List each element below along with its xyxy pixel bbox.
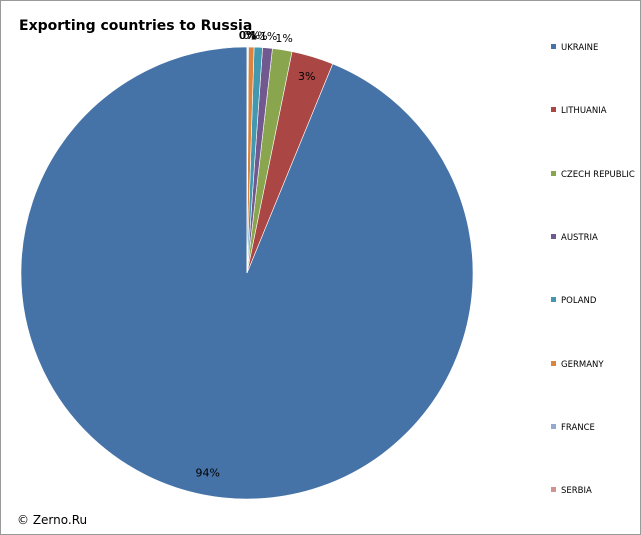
data-label-france: 0% xyxy=(239,29,256,42)
legend-label-germany: GERMANY xyxy=(561,359,604,370)
legend-label-austria: AUSTRIA xyxy=(561,232,598,243)
legend-item-czech-republic: CZECH REPUBLIC xyxy=(551,170,635,180)
legend-item-austria: AUSTRIA xyxy=(551,233,598,243)
data-label-austria: 1% xyxy=(260,30,277,43)
legend-item-lithuania: LITHUANIA xyxy=(551,106,607,116)
legend-swatch-france xyxy=(551,423,556,429)
legend-item-france: FRANCE xyxy=(551,423,595,433)
data-label-germany: 0% xyxy=(243,29,260,42)
data-label-ukraine: 94% xyxy=(195,467,219,480)
legend-label-ukraine: UKRAINE xyxy=(561,43,599,53)
legend-swatch-ukraine xyxy=(551,44,556,49)
legend-swatch-czech-republic xyxy=(551,170,556,176)
legend-item-germany: GERMANY xyxy=(551,360,604,370)
legend-swatch-serbia xyxy=(551,487,556,493)
legend-label-france: FRANCE xyxy=(561,422,595,433)
data-label-czech-republic: 1% xyxy=(275,32,292,45)
data-label-poland: 1% xyxy=(250,29,267,42)
data-label-lithuania: 3% xyxy=(298,70,315,83)
data-label-serbia: 0% xyxy=(239,29,256,42)
copyright-text: © Zerno.Ru xyxy=(17,513,88,527)
legend-swatch-germany xyxy=(551,360,556,366)
legend-label-serbia: SERBIA xyxy=(561,486,592,497)
legend-item-poland: POLAND xyxy=(551,296,596,306)
legend-item-serbia: SERBIA xyxy=(551,486,592,496)
chart-title: Exporting countries to Russia xyxy=(19,18,253,34)
legend-swatch-lithuania xyxy=(551,107,556,113)
legend-swatch-poland xyxy=(551,297,556,303)
legend-swatch-austria xyxy=(551,233,556,239)
legend-label-czech-republic: CZECH REPUBLIC xyxy=(561,169,635,180)
legend-label-lithuania: LITHUANIA xyxy=(561,106,607,117)
pie-slice-serbia xyxy=(246,46,249,274)
legend-item-ukraine: UKRAINE xyxy=(551,43,598,53)
legend-label-poland: POLAND xyxy=(561,296,597,307)
